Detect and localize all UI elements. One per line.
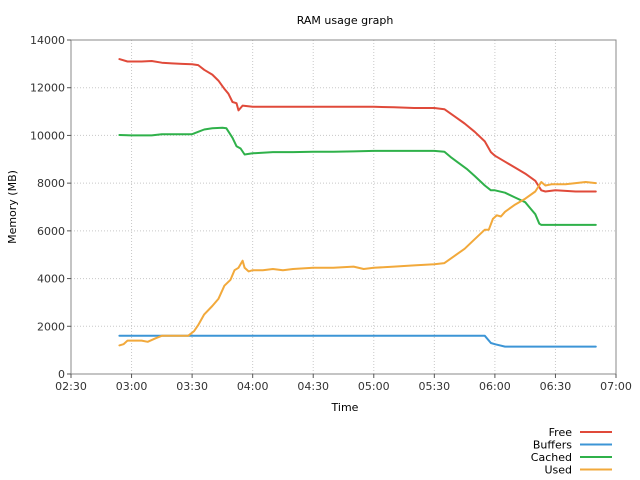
y-tick-label: 8000 [37, 177, 65, 190]
chart-title: RAM usage graph [297, 14, 394, 27]
x-tick-label: 05:30 [418, 380, 450, 393]
x-tick-label: 03:00 [116, 380, 148, 393]
series-line-buffers [118, 334, 597, 348]
y-axis-title: Memory (MB) [6, 170, 19, 244]
x-tick-label: 07:00 [600, 380, 632, 393]
y-tick-label: 10000 [30, 129, 65, 142]
y-tick-label: 4000 [37, 273, 65, 286]
y-tick-label: 12000 [30, 82, 65, 95]
y-tick-label: 6000 [37, 225, 65, 238]
legend-label-cached: Cached [531, 451, 572, 464]
series-layer [118, 58, 597, 348]
y-tick-label: 2000 [37, 320, 65, 333]
x-tick-label: 06:00 [479, 380, 511, 393]
series-line-free [118, 58, 597, 193]
x-tick-label: 06:30 [540, 380, 572, 393]
x-tick-label: 03:30 [176, 380, 208, 393]
x-tick-label: 02:30 [55, 380, 87, 393]
series-line-cached [118, 126, 597, 226]
legend-label-free: Free [549, 426, 573, 439]
y-tick-label: 0 [58, 368, 65, 381]
plot-frame [70, 39, 617, 375]
x-tick-label: 04:00 [237, 380, 269, 393]
y-tick-label: 14000 [30, 34, 65, 47]
legend-label-used: Used [544, 464, 572, 477]
x-tick-label: 04:30 [297, 380, 329, 393]
legend-label-buffers: Buffers [533, 439, 572, 452]
series-line-used [118, 181, 597, 347]
x-axis-title: Time [331, 401, 359, 414]
x-tick-label: 05:00 [358, 380, 390, 393]
axes: 02:30 03:00 03:30 04:00 04:30 05:00 05:30 06:00… [30, 34, 632, 393]
